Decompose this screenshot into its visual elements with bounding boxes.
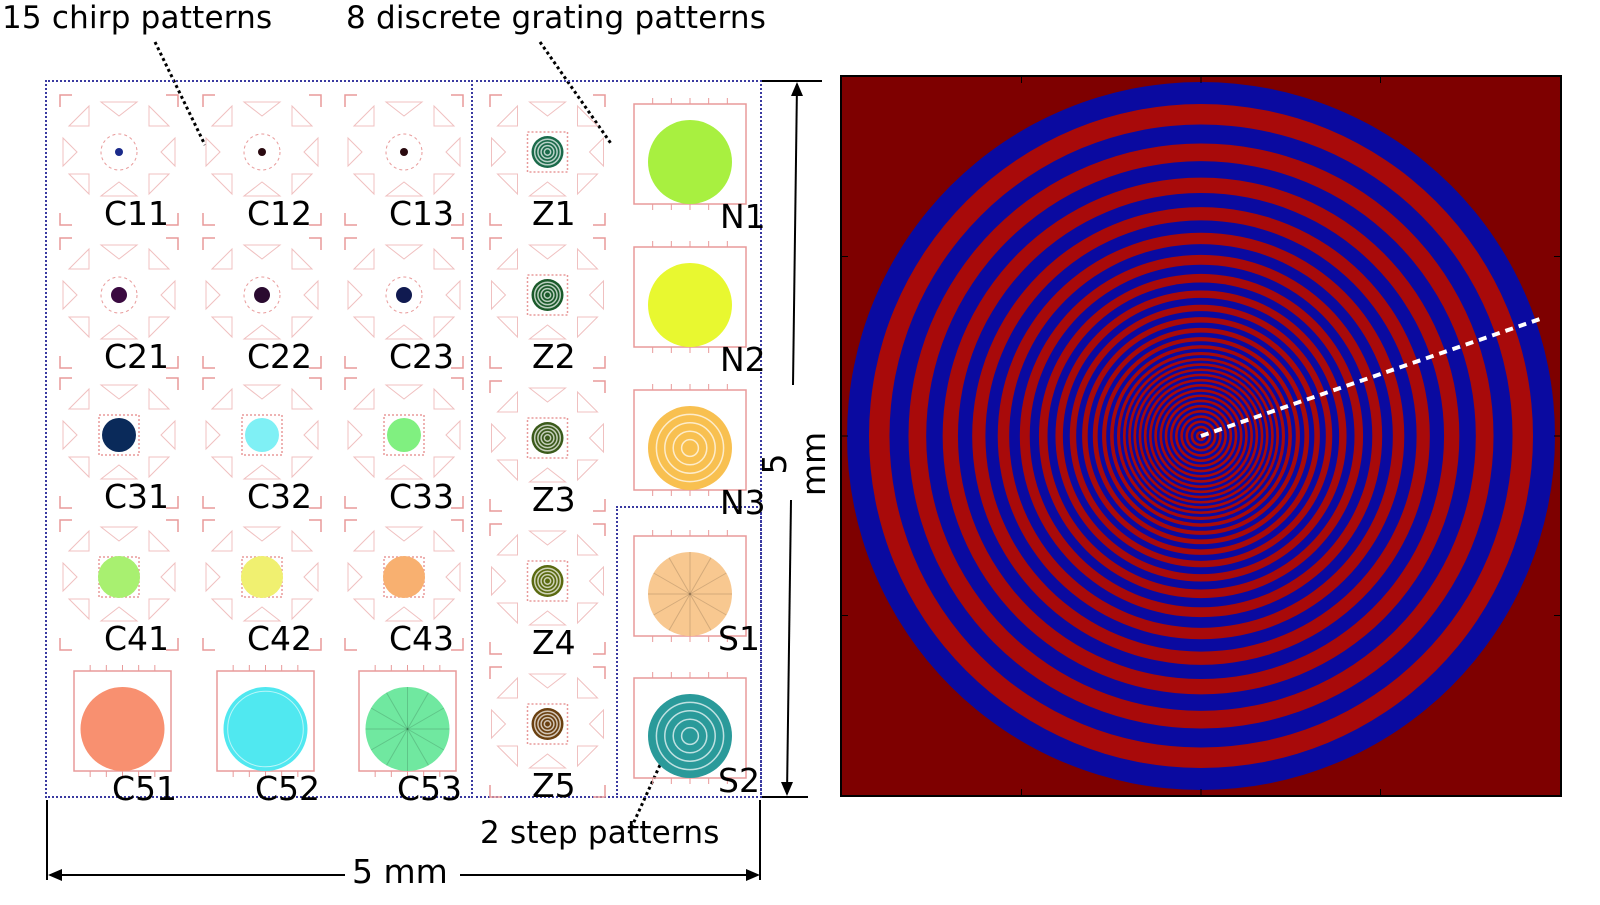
- pattern-c53: C53: [345, 655, 470, 805]
- pattern-z1: Z1: [480, 85, 615, 235]
- pattern-label: C31: [104, 477, 170, 516]
- pattern-c12: C12: [193, 85, 331, 235]
- pattern-label: C23: [389, 337, 455, 376]
- pattern-label: C51: [112, 769, 178, 808]
- pattern-label: S1: [718, 619, 760, 658]
- width-dimension-label: 5 mm: [352, 852, 448, 891]
- pattern-c42: C42: [193, 510, 331, 660]
- pattern-label: Z5: [532, 766, 576, 805]
- pattern-z4: Z4: [480, 514, 615, 664]
- pattern-label: C22: [247, 337, 313, 376]
- pattern-label: Z1: [532, 194, 576, 233]
- step-frame: [616, 506, 762, 798]
- pattern-label: C52: [255, 769, 321, 808]
- chirp-ring-mask: [842, 77, 1560, 795]
- pattern-c22: C22: [193, 228, 331, 378]
- pattern-label: Z2: [532, 337, 576, 376]
- pattern-c13: C13: [335, 85, 473, 235]
- pattern-c43: C43: [335, 510, 473, 660]
- pattern-label: C33: [389, 477, 455, 516]
- pattern-label: C41: [104, 619, 170, 658]
- pattern-c33: C33: [335, 368, 473, 518]
- pattern-label: S2: [718, 761, 760, 800]
- pattern-label: C11: [104, 194, 170, 233]
- leader-lines: [46, 41, 822, 881]
- pattern-c51: C51: [60, 655, 185, 805]
- pattern-label: C42: [247, 619, 313, 658]
- pattern-c32: C32: [193, 368, 331, 518]
- pattern-label: C12: [247, 194, 313, 233]
- pattern-n3: N3: [620, 374, 766, 519]
- pattern-label: Z4: [532, 623, 576, 662]
- pattern-s1: S1: [620, 520, 760, 660]
- pattern-c41: C41: [50, 510, 188, 660]
- pattern-s2: S2: [620, 662, 760, 802]
- grating-patterns-title: 8 discrete grating patterns: [346, 0, 767, 36]
- pattern-z2: Z2: [480, 228, 615, 378]
- pattern-label: C43: [389, 619, 455, 658]
- pattern-c21: C21: [50, 228, 188, 378]
- pattern-z3: Z3: [480, 371, 615, 521]
- pattern-label: C53: [397, 769, 463, 808]
- mask-image: [840, 75, 1562, 797]
- pattern-label: N1: [720, 197, 766, 236]
- pattern-n2: N2: [620, 231, 766, 376]
- pattern-c52: C52: [203, 655, 328, 805]
- pattern-c11: C11: [50, 85, 188, 235]
- height-dimension-label: 5 mm: [755, 431, 833, 497]
- step-patterns-title: 2 step patterns: [480, 815, 720, 851]
- chirp-patterns-title: 15 chirp patterns: [2, 0, 273, 36]
- pattern-label: C21: [104, 337, 170, 376]
- pattern-c23: C23: [335, 228, 473, 378]
- pattern-label: N2: [720, 340, 766, 379]
- pattern-n1: N1: [620, 88, 766, 233]
- pattern-label: C32: [247, 477, 313, 516]
- pattern-label: N3: [720, 483, 766, 522]
- pattern-label: Z3: [532, 480, 576, 519]
- pattern-z5: Z5: [480, 657, 615, 807]
- pattern-label: C13: [389, 194, 455, 233]
- pattern-c31: C31: [50, 368, 188, 518]
